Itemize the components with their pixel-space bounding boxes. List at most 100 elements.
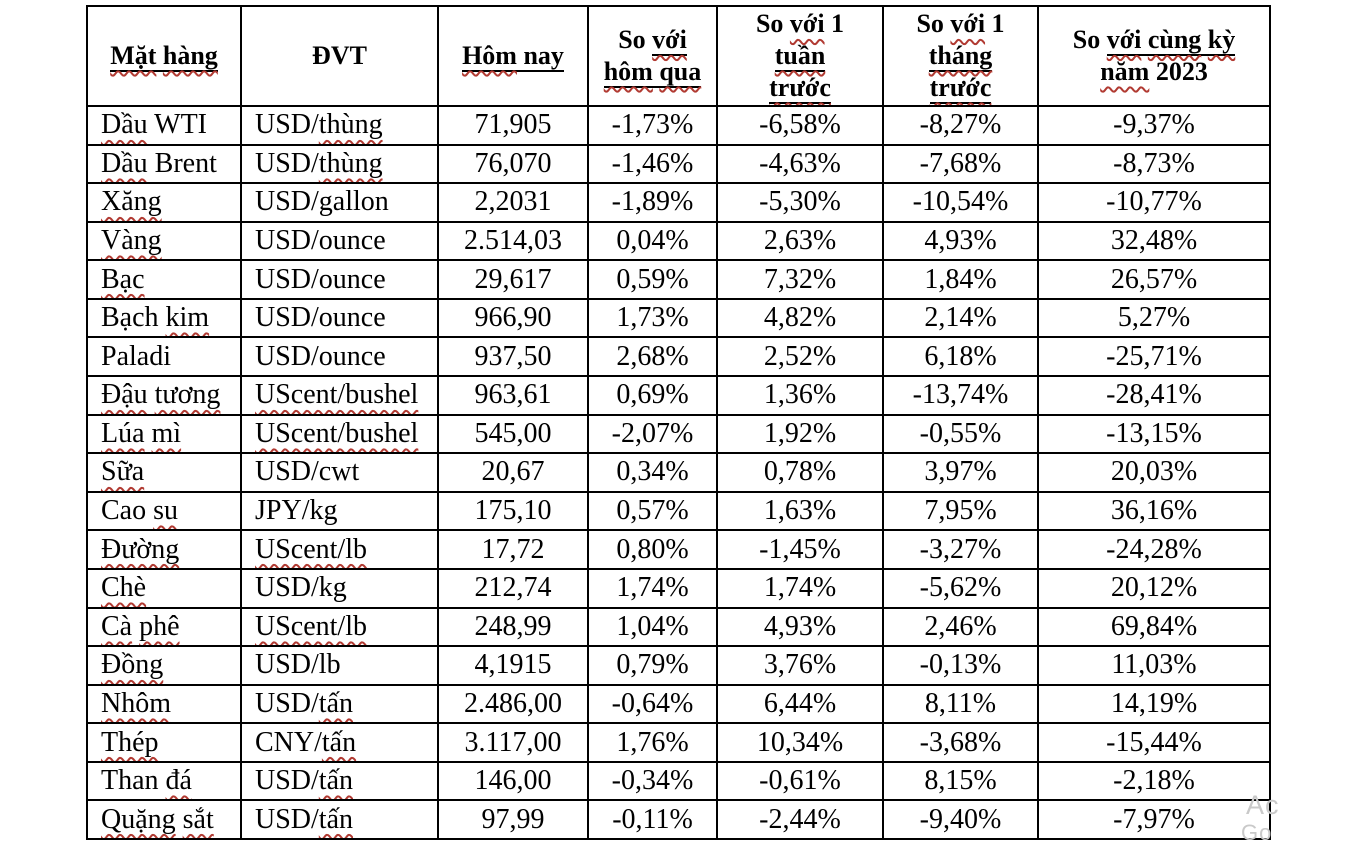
- pct-vs-month-cell: -0,13%: [882, 645, 1039, 686]
- text-run: [148, 379, 155, 410]
- pct-vs-week-cell: -6,58%: [716, 105, 884, 146]
- pct-vs-yesterday-cell: 0,34%: [587, 452, 718, 493]
- pct-vs-month-cell: 2,46%: [882, 606, 1039, 648]
- price-today-cell: 97,99: [437, 799, 589, 840]
- unit-cell: USD/kg: [240, 567, 439, 609]
- commodity-name-cell: Đậu tương: [86, 375, 242, 416]
- pct-vs-month-cell: -5,62%: [882, 567, 1039, 609]
- pct-vs-2023-cell: -28,41%: [1037, 375, 1271, 416]
- text-run: Hôm: [462, 41, 517, 73]
- pct-vs-yesterday-cell: 1,74%: [587, 567, 718, 609]
- unit-cell: USD/gallon: [240, 182, 439, 223]
- watermark-text-top: Ac: [1246, 790, 1280, 820]
- pct-vs-yesterday-cell: 0,57%: [587, 490, 718, 532]
- commodity-row: Than đá USD/tấn 146,00 -0,34% -0,61% 8,15% -2,…: [86, 760, 1271, 802]
- pct-vs-2023-cell: -24,28%: [1037, 529, 1271, 570]
- text-run: với: [950, 9, 986, 39]
- pct-vs-2023-cell: 14,19%: [1037, 683, 1271, 725]
- commodity-name-cell: Bạch kim: [86, 297, 242, 339]
- text-run: phê: [139, 610, 180, 642]
- unit-cell: USD/ounce: [240, 297, 439, 339]
- unit-cell: USD/ounce: [240, 220, 439, 262]
- text-run: hàng: [162, 41, 218, 73]
- pct-vs-week-cell: 4,93%: [716, 606, 884, 648]
- unit-cell: JPY/kg: [240, 490, 439, 532]
- commodity-name-cell: Than đá: [86, 760, 242, 802]
- pct-vs-yesterday-cell: 1,73%: [587, 297, 718, 339]
- commodity-name-cell: Chè: [86, 567, 242, 609]
- pct-vs-yesterday-cell: 1,76%: [587, 722, 718, 763]
- pct-vs-2023-cell: -7,97%: [1037, 799, 1271, 840]
- column-header-hom-nay: Hôm nay: [437, 5, 589, 107]
- pct-vs-2023-cell: -15,44%: [1037, 722, 1271, 763]
- text-run: USD/: [255, 147, 319, 179]
- text-run: với: [1106, 25, 1142, 57]
- header-line: trước: [887, 72, 1034, 104]
- text-run: USD/: [255, 803, 319, 835]
- pct-vs-yesterday-cell: 0,59%: [587, 259, 718, 300]
- text-run: USD/: [255, 765, 319, 797]
- commodity-name-cell: Cao su: [86, 490, 242, 532]
- pct-vs-week-cell: 4,82%: [716, 297, 884, 339]
- header-line: ĐVT: [245, 40, 434, 72]
- pct-vs-yesterday-cell: 0,79%: [587, 645, 718, 686]
- commodity-name-cell: Bạc: [86, 259, 242, 300]
- text-run: UScent/lb: [255, 610, 367, 642]
- commodity-name-cell: Lúa mì: [86, 413, 242, 455]
- column-header-so-voi-1-thang-truoc: So với 1 tháng trước: [882, 5, 1039, 107]
- pct-vs-2023-cell: 36,16%: [1037, 490, 1271, 532]
- commodity-row: Cà phê UScent/lb 248,99 1,04% 4,93% 2,46% 69,8…: [86, 606, 1271, 648]
- text-run: Xăng: [101, 186, 162, 218]
- header-line: trước: [721, 72, 879, 104]
- text-run: trước: [769, 72, 831, 104]
- pct-vs-week-cell: 2,52%: [716, 336, 884, 378]
- text-run: hôm: [603, 57, 653, 88]
- column-header-mat-hang: Mặt hàng: [86, 5, 242, 107]
- pct-vs-yesterday-cell: -2,07%: [587, 413, 718, 455]
- commodity-row: Quặng sắt USD/tấn 97,99 -0,11% -2,44% -9,40% -…: [86, 799, 1271, 840]
- price-today-cell: 76,070: [437, 143, 589, 185]
- text-run: 2023: [1149, 57, 1208, 86]
- text-run: Dầu: [101, 109, 148, 141]
- text-run: tấn: [321, 726, 357, 758]
- text-run: Bạc: [101, 263, 145, 295]
- text-run: USD/ounce: [255, 225, 386, 257]
- pct-vs-week-cell: -0,61%: [716, 760, 884, 802]
- pct-vs-yesterday-cell: -1,73%: [587, 105, 718, 146]
- pct-vs-month-cell: 2,14%: [882, 297, 1039, 339]
- text-run: kỳ: [1207, 25, 1236, 57]
- text-run: năm: [1100, 57, 1150, 86]
- commodity-name-cell: Thép: [86, 722, 242, 763]
- text-run: ĐVT: [312, 41, 367, 71]
- unit-cell: USD/cwt: [240, 452, 439, 493]
- pct-vs-month-cell: -3,68%: [882, 722, 1039, 763]
- text-run: trước: [929, 72, 992, 104]
- commodity-row: Xăng USD/gallon 2,2031 -1,89% -5,30% -10,54% -…: [86, 182, 1271, 223]
- pct-vs-2023-cell: -9,37%: [1037, 105, 1271, 146]
- pct-vs-month-cell: 4,93%: [882, 220, 1039, 262]
- price-today-cell: 17,72: [437, 529, 589, 570]
- unit-cell: USD/thùng: [240, 143, 439, 185]
- column-header-dvt: ĐVT: [240, 5, 439, 107]
- text-run: su: [153, 495, 179, 527]
- commodity-row: Sữa USD/cwt 20,67 0,34% 0,78% 3,97% 20,03%: [86, 452, 1271, 493]
- text-run: Đồng: [101, 649, 164, 681]
- pct-vs-2023-cell: 11,03%: [1037, 645, 1271, 686]
- commodity-row: Lúa mì UScent/bushel 545,00 -2,07% 1,92% -0,5…: [86, 413, 1271, 455]
- text-run: Cà: [101, 610, 133, 642]
- pct-vs-2023-cell: 20,12%: [1037, 567, 1271, 609]
- price-today-cell: 545,00: [437, 413, 589, 455]
- text-run: JPY/kg: [255, 495, 338, 527]
- pct-vs-month-cell: 1,84%: [882, 259, 1039, 300]
- text-run: So: [1072, 25, 1107, 55]
- text-run: thùng: [318, 109, 383, 141]
- pct-vs-yesterday-cell: -0,11%: [587, 799, 718, 840]
- text-run: [176, 804, 183, 835]
- commodity-row: Bạch kim USD/ounce 966,90 1,73% 4,82% 2,14% 5,…: [86, 297, 1271, 339]
- commodity-name-cell: Đường: [86, 529, 242, 570]
- text-run: Lúa: [101, 417, 145, 449]
- header-line: hôm qua: [592, 56, 713, 88]
- commodity-row: Thép CNY/tấn 3.117,00 1,76% 10,34% -3,68% -15,…: [86, 722, 1271, 763]
- text-run: Dầu: [101, 147, 148, 179]
- text-run: Brent: [147, 147, 217, 179]
